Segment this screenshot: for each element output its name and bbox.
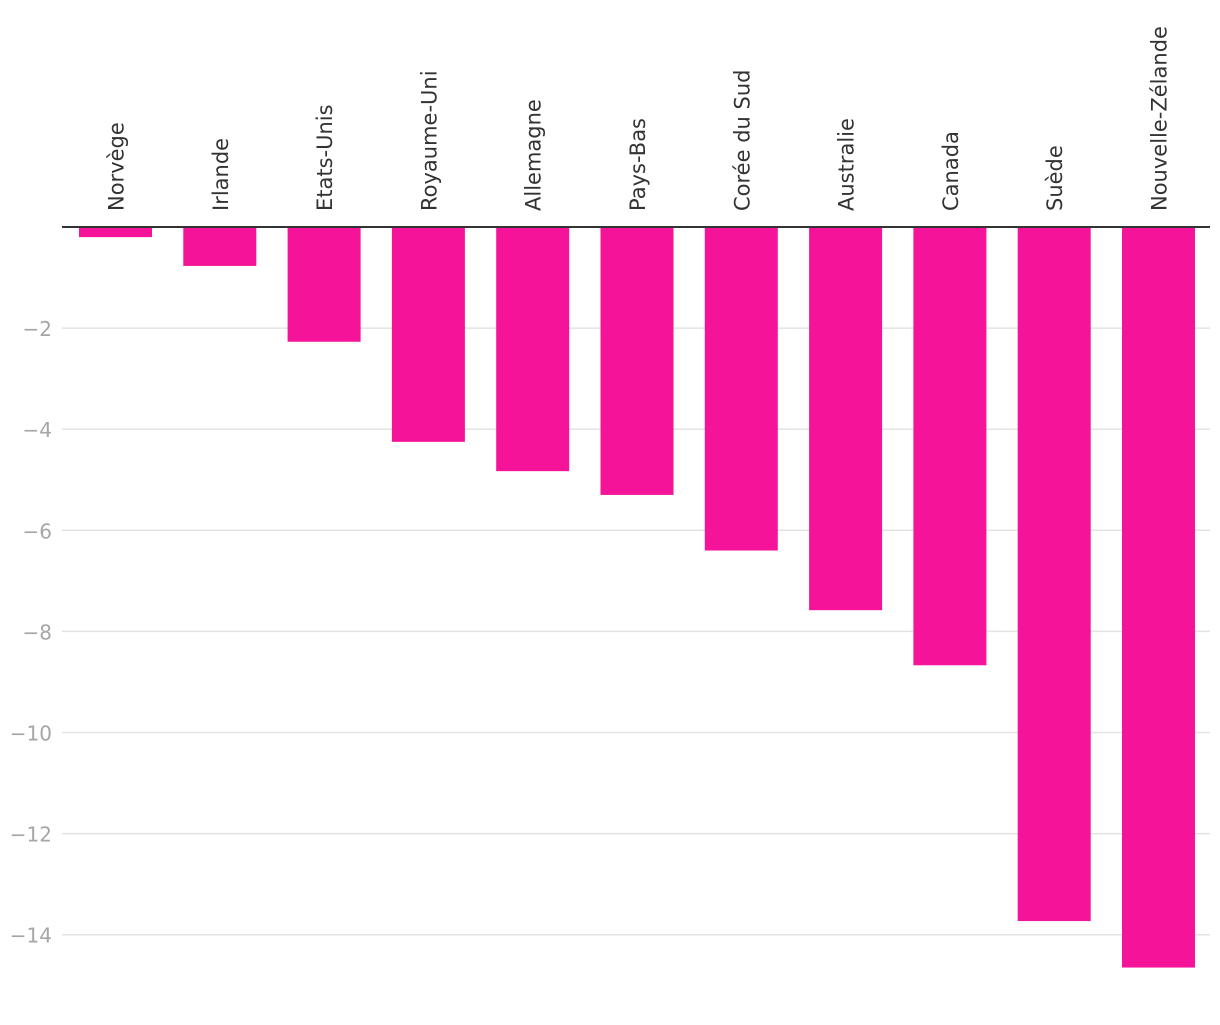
category-label: Australie — [835, 118, 859, 211]
y-tick-label: −10 — [10, 722, 52, 746]
y-tick-label: −14 — [10, 924, 52, 948]
bar — [287, 227, 361, 342]
y-tick-label: −2 — [23, 317, 52, 341]
y-tick-label: −8 — [23, 620, 52, 644]
category-label: Suède — [1043, 145, 1067, 211]
category-label: Irlande — [209, 138, 233, 211]
bar — [913, 227, 987, 666]
bar — [183, 227, 257, 266]
bar — [496, 227, 570, 472]
gridlines — [62, 327, 1210, 936]
bar — [809, 227, 883, 611]
category-label: Nouvelle-Zélande — [1148, 26, 1172, 211]
bar — [600, 227, 674, 495]
bar — [1017, 227, 1091, 922]
y-tick-label: −12 — [10, 823, 52, 847]
bar — [79, 227, 152, 238]
category-label: Etats-Unis — [313, 104, 337, 211]
category-label: Allemagne — [522, 99, 546, 211]
category-label: Norvège — [105, 122, 129, 211]
bar — [391, 227, 465, 442]
category-label: Canada — [939, 131, 963, 211]
bars — [79, 227, 1195, 968]
bar — [704, 227, 778, 551]
category-label: Pays-Bas — [626, 118, 650, 211]
category-label: Corée du Sud — [730, 70, 754, 211]
y-axis-tick-labels: −2 −4 −6 −8 −10 −12 −14 — [10, 317, 52, 948]
category-labels: Norvège Irlande Etats-Unis Royaume-Uni Allem… — [105, 26, 1172, 211]
bar — [1122, 227, 1195, 968]
category-label: Royaume-Uni — [417, 70, 441, 211]
y-tick-label: −6 — [23, 519, 52, 543]
y-tick-label: −4 — [23, 418, 52, 442]
